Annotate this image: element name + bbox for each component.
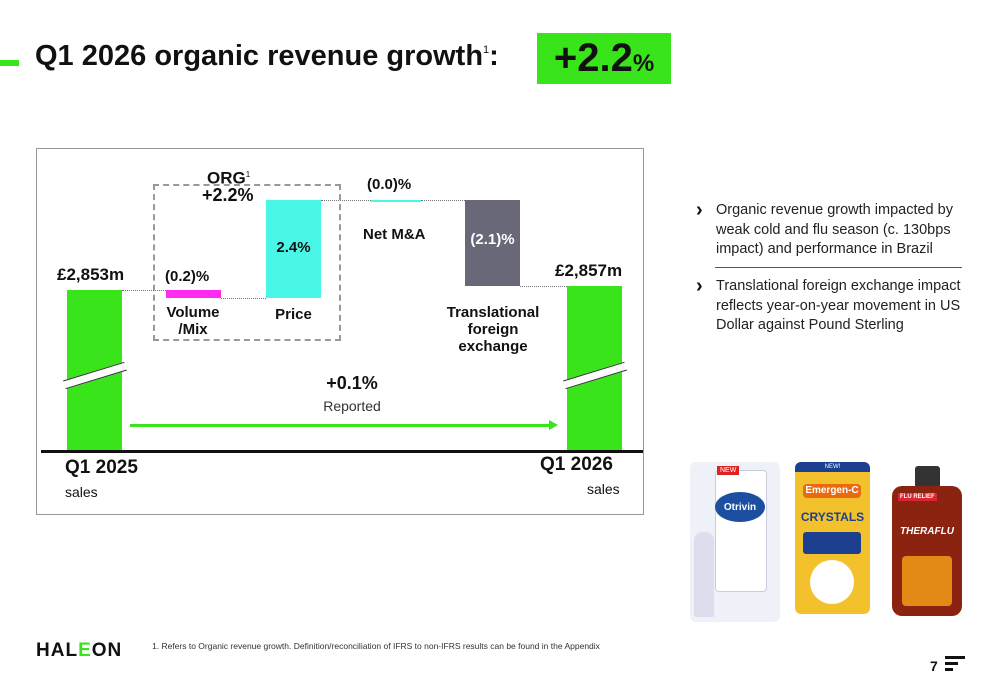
connector-line bbox=[421, 199, 465, 201]
page-title: Q1 2026 organic revenue growth1: bbox=[35, 40, 499, 73]
end-category-label: Q1 2026 bbox=[540, 454, 613, 475]
reported-value: +0.1% bbox=[326, 373, 378, 393]
start-value-label: £2,853m bbox=[57, 265, 125, 284]
reported-label: Reported bbox=[323, 398, 381, 414]
end-category-sublabel: sales bbox=[587, 481, 620, 497]
title-text: Q1 2026 organic revenue growth bbox=[35, 40, 484, 72]
page-number: 7 bbox=[930, 658, 938, 674]
volume-value-label: (0.2)% bbox=[165, 268, 210, 285]
org-value: +2.2% bbox=[199, 186, 257, 204]
footnote: 1. Refers to Organic revenue growth. Def… bbox=[152, 641, 600, 651]
fx-category-label: Translational foreign exchange bbox=[446, 304, 540, 355]
product-otrivin: Otrivin NEW bbox=[690, 462, 780, 622]
title-accent-dash bbox=[0, 60, 19, 66]
connector-line bbox=[221, 298, 266, 300]
reported-arrow-head bbox=[549, 420, 558, 430]
start-category-label: Q1 2025 bbox=[65, 457, 138, 478]
bar-price bbox=[266, 199, 321, 299]
price-category-label: Price bbox=[275, 306, 312, 323]
bar-translational bbox=[465, 199, 520, 286]
title-footnote-marker: 1 bbox=[483, 44, 490, 56]
chevron-right-icon: › bbox=[696, 275, 703, 297]
org-dashed-box bbox=[153, 184, 341, 341]
bullet-item: › Translational foreign exchange impact r… bbox=[696, 275, 961, 333]
start-category-sublabel: sales bbox=[65, 484, 98, 500]
bar-volume bbox=[166, 290, 221, 299]
reported-arrow bbox=[130, 424, 550, 427]
price-value-label: 2.4% bbox=[276, 239, 311, 256]
bullet-item: › Organic revenue growth impacted by weak… bbox=[696, 199, 953, 257]
org-label: ORG1 bbox=[207, 168, 251, 188]
growth-badge-value: +2.2 bbox=[553, 36, 633, 80]
connector-line bbox=[321, 199, 371, 201]
connector-line bbox=[520, 285, 567, 287]
end-value-label: £2,857m bbox=[555, 261, 623, 280]
net-ma-value-label: (0.0)% bbox=[367, 176, 412, 193]
fx-value-label: (2.1)% bbox=[470, 231, 515, 248]
product-emergen-c: NEW! Emergen-C CRYSTALS bbox=[795, 462, 870, 614]
title-colon: : bbox=[489, 40, 499, 72]
growth-badge: +2.2% bbox=[537, 33, 671, 84]
haleon-bars-icon bbox=[945, 656, 965, 674]
bar-net bbox=[371, 199, 421, 202]
haleon-logo: HALEON bbox=[36, 640, 123, 661]
waterfall-chart: ORG1 +2.2% £2,853m (0.2)% Volume/Mix 2.4… bbox=[36, 148, 644, 515]
baseline bbox=[41, 450, 643, 453]
growth-badge-unit: % bbox=[632, 49, 655, 77]
connector-line bbox=[122, 290, 166, 291]
product-theraflu: FLU RELIEF THERAFLU bbox=[890, 466, 965, 618]
volume-category-label: Volume/Mix bbox=[166, 304, 220, 338]
chevron-right-icon: › bbox=[696, 199, 703, 221]
net-ma-category-label: Net M&A bbox=[363, 226, 426, 243]
bullet-divider bbox=[715, 267, 962, 268]
